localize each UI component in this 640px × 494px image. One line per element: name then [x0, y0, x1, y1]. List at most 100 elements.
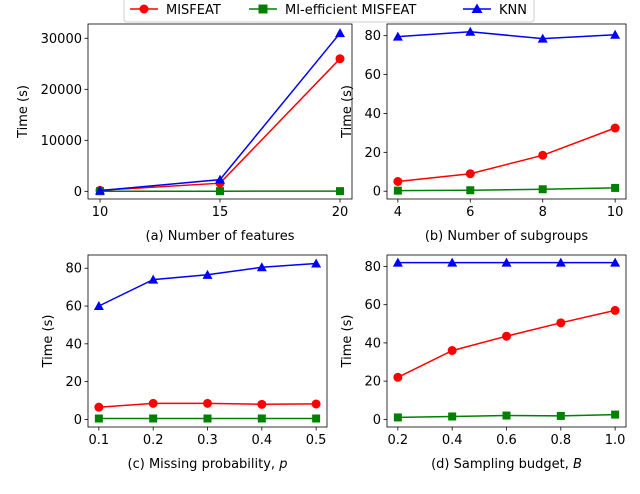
caption-text: (c) Missing probability, [128, 457, 280, 472]
data-point-circle [556, 318, 565, 327]
y-tick-label: 60 [364, 68, 381, 83]
y-tick-label: 20000 [41, 83, 82, 98]
data-point-circle [94, 403, 103, 412]
x-tick-label: 6 [466, 205, 474, 220]
y-tick-label: 0 [373, 185, 381, 200]
y-tick-label: 80 [65, 262, 82, 277]
data-point-square [466, 186, 474, 194]
data-point-square [258, 414, 266, 422]
caption-variable: p [278, 457, 287, 472]
legend-label-misfeat: MISFEAT [166, 3, 221, 18]
data-point-circle [538, 151, 547, 160]
data-point-circle [611, 306, 620, 315]
y-tick-label: 40 [364, 107, 381, 122]
y-tick-label: 20 [364, 146, 381, 161]
subplot-caption: (c) Missing probability, p [128, 457, 288, 472]
y-tick-label: 40 [65, 337, 82, 352]
y-tick-label: 0 [74, 185, 82, 200]
x-tick-label: 10 [607, 205, 624, 220]
data-point-circle [257, 400, 266, 409]
data-point-square [216, 187, 224, 195]
data-point-square [336, 187, 344, 195]
x-tick-label: 0.4 [251, 433, 272, 448]
data-point-triangle [335, 28, 345, 37]
data-point-circle [312, 399, 321, 408]
y-axis-label: Time (s) [41, 315, 56, 369]
y-tick-label: 80 [364, 29, 381, 44]
caption-text: (d) Sampling budget, [431, 457, 573, 472]
x-tick-label: 0.2 [388, 433, 409, 448]
data-point-square [394, 413, 402, 421]
y-tick-label: 0 [74, 413, 82, 428]
x-tick-label: 0.8 [550, 433, 571, 448]
y-axis-label: Time (s) [340, 85, 355, 139]
series-line-3 [100, 33, 340, 190]
data-point-square [95, 414, 103, 422]
data-point-square [448, 412, 456, 420]
axes-frame [387, 255, 626, 427]
legend-label-mi-efficient: MI-efficient MISFEAT [285, 3, 416, 18]
data-point-circle [336, 54, 345, 63]
x-tick-label: 4 [394, 205, 402, 220]
data-point-square [611, 411, 619, 419]
data-point-circle [466, 169, 475, 178]
y-tick-label: 60 [65, 300, 82, 315]
data-point-circle [203, 399, 212, 408]
legend-label-knn: KNN [499, 3, 527, 18]
y-tick-label: 20 [65, 375, 82, 390]
series-line-1 [398, 310, 615, 377]
y-axis-label: Time (s) [16, 85, 31, 139]
subplot-caption: (d) Sampling budget, B [431, 457, 582, 472]
y-tick-label: 40 [364, 336, 381, 351]
data-point-triangle [94, 301, 104, 310]
x-tick-label: 1.0 [605, 433, 626, 448]
subplot-2: 4 6 8 10 0 20 40 60 80 Time (s) (b) Number of subg… [340, 24, 626, 244]
y-tick-label: 30000 [41, 32, 82, 47]
subplot-3: 0.1 0.2 0.3 0.4 0.5 0 20 40 60 80 Time (s) (c) Miss… [41, 255, 327, 472]
data-point-square [312, 414, 320, 422]
x-tick-label: 0.3 [197, 433, 218, 448]
y-tick-label: 20 [364, 375, 381, 390]
x-tick-label: 0.1 [89, 433, 110, 448]
series-line-1 [100, 59, 340, 191]
x-tick-label: 0.4 [442, 433, 463, 448]
data-point-square [539, 185, 547, 193]
y-tick-label: 10000 [41, 134, 82, 149]
data-point-circle [611, 124, 620, 133]
x-tick-label: 20 [332, 205, 349, 220]
series-line-3 [398, 32, 615, 39]
series-line-2 [398, 188, 615, 191]
subplot-caption: (a) Number of features [146, 229, 295, 244]
x-tick-label: 15 [212, 205, 229, 220]
x-tick-label: 0.5 [306, 433, 327, 448]
y-tick-label: 60 [364, 298, 381, 313]
data-point-circle [149, 399, 158, 408]
legend-marker-circle [140, 5, 149, 14]
data-point-square [503, 412, 511, 420]
y-tick-label: 80 [364, 260, 381, 275]
data-point-square [557, 412, 565, 420]
x-tick-label: 0.6 [496, 433, 517, 448]
legend: MISFEAT MI-efficient MISFEAT KNN [124, 0, 534, 22]
data-point-circle [393, 373, 402, 382]
data-point-square [149, 414, 157, 422]
subplot-caption: (b) Number of subgroups [425, 229, 589, 244]
axes-frame [88, 24, 352, 199]
subplot-1: 10 15 20 0 10000 20000 30000 Time (s) (a) Number… [16, 24, 352, 244]
data-point-circle [448, 346, 457, 355]
data-point-triangle [465, 27, 475, 36]
y-axis-label: Time (s) [340, 315, 355, 369]
x-tick-label: 0.2 [143, 433, 164, 448]
x-tick-label: 8 [539, 205, 547, 220]
caption-variable: B [573, 457, 582, 472]
data-point-circle [393, 177, 402, 186]
series-line-1 [398, 128, 615, 182]
legend-marker-square [259, 5, 268, 14]
data-point-circle [502, 332, 511, 341]
subplots: 10 15 20 0 10000 20000 30000 Time (s) (a) Number… [16, 24, 626, 472]
axes-frame [387, 24, 626, 199]
x-tick-label: 10 [92, 205, 109, 220]
data-point-square [394, 187, 402, 195]
